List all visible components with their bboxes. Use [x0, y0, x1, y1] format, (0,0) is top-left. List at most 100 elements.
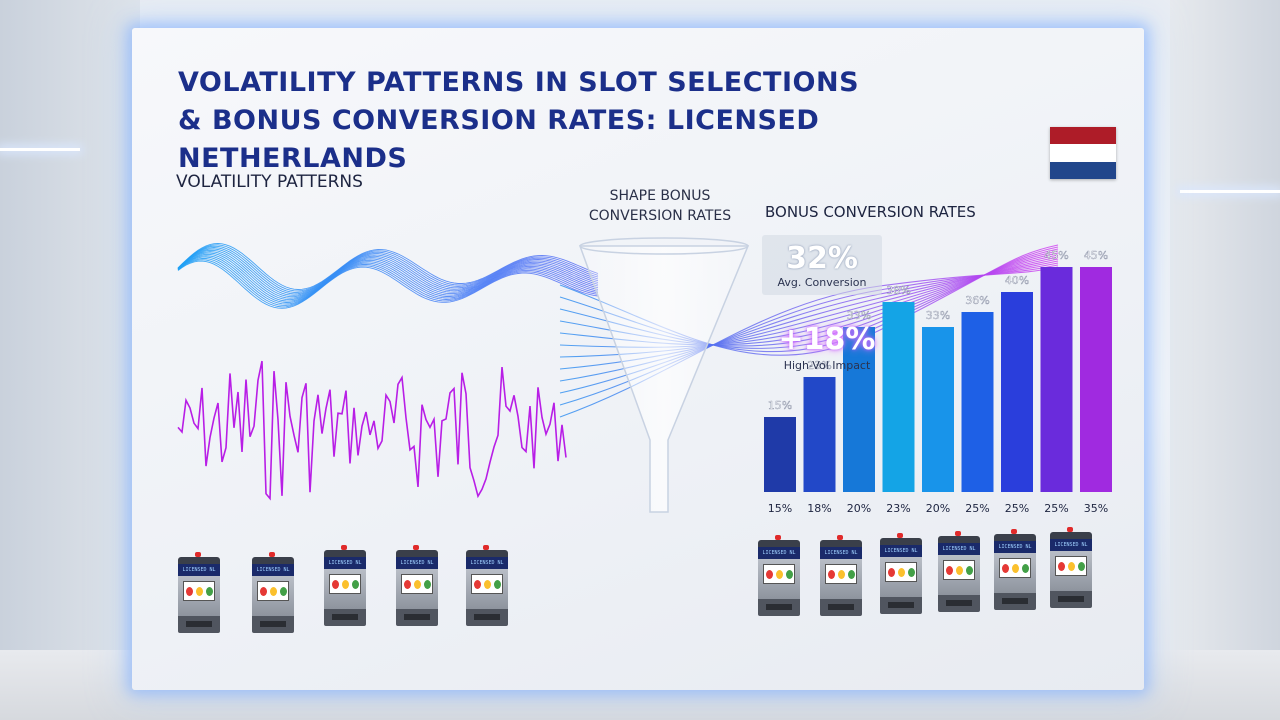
bar-category-label-0: 15%	[768, 502, 792, 515]
reel-symbol-icon	[775, 569, 783, 579]
reel-symbol-icon	[847, 569, 855, 579]
reel-symbol-icon	[279, 586, 287, 596]
reel-symbol-icon	[1057, 561, 1065, 571]
slot-machine-icon: LICENSED NL	[938, 531, 980, 612]
volatility-label: Volatility Patterns	[176, 172, 363, 192]
slot-machine-icon: LICENSED NL	[820, 535, 862, 616]
bar-category-label-6: 25%	[1005, 502, 1029, 515]
reel-symbol-icon	[473, 579, 481, 589]
reel-symbol-icon	[827, 569, 835, 579]
bar-category-label-3: 23%	[886, 502, 910, 515]
slot-machine-screen: LICENSED NL	[324, 557, 366, 569]
reel-symbol-icon	[493, 579, 501, 589]
slot-machine-screen: LICENSED NL	[178, 564, 220, 576]
reel-symbol-icon	[185, 586, 193, 596]
volatility-spike-line	[177, 360, 567, 501]
bar-value-label-6: 40%	[1005, 274, 1029, 287]
slot-machine-screen: LICENSED NL	[880, 545, 922, 557]
reel-symbol-icon	[965, 565, 973, 575]
slot-machine-icon: LICENSED NL	[880, 533, 922, 614]
funnel-label: Shape Bonus Conversion Rates	[580, 186, 740, 226]
bar-value-label-4: 33%	[926, 309, 950, 322]
bar-5	[961, 312, 994, 492]
reel-symbol-icon	[945, 565, 953, 575]
flag-stripe-red	[1050, 127, 1116, 145]
reel-symbol-icon	[1001, 563, 1009, 573]
bar-4	[922, 327, 954, 492]
room-right-wall	[1170, 0, 1280, 720]
reel-symbol-icon	[423, 579, 431, 589]
reel-symbol-icon	[331, 579, 339, 589]
bar-value-label-1: 23%	[807, 359, 831, 372]
bar-3	[882, 302, 915, 492]
bar-chart: 15% 15% 23% 18% 33% 20% 38% 23% 33% 20% 36% 25% 40% 2…	[764, 249, 1112, 515]
high-vol-impact-label: High-Vol Impact	[783, 359, 871, 372]
bar-value-label-2: 33%	[847, 309, 871, 322]
title-line-1: Volatility Patterns in Slot Selections	[178, 67, 860, 98]
reel-symbol-icon	[785, 569, 793, 579]
high-vol-impact-stat: +18% High-Vol Impact	[768, 322, 886, 382]
reel-symbol-icon	[1067, 561, 1075, 571]
wall-light-right	[1180, 190, 1280, 193]
bar-value-label-8: 45%	[1084, 249, 1108, 262]
slot-machine-icon: LICENSED NL	[396, 545, 438, 626]
reel-symbol-icon	[259, 586, 267, 596]
bar-category-label-4: 20%	[926, 502, 950, 515]
reel-symbol-icon	[1077, 561, 1085, 571]
reel-symbol-icon	[413, 579, 421, 589]
bonus-conversion-label: Bonus Conversion Rates	[765, 203, 976, 221]
netherlands-flag	[1050, 127, 1116, 179]
reel-symbol-icon	[351, 579, 359, 589]
flag-stripe-blue	[1050, 161, 1116, 179]
bar-value-label-0: 15%	[768, 399, 792, 412]
slot-machine-screen: LICENSED NL	[252, 564, 294, 576]
funnel-label-line-1: Shape Bonus	[609, 188, 711, 204]
reel-symbol-icon	[269, 586, 277, 596]
reel-symbol-icon	[403, 579, 411, 589]
slot-machine-screen: LICENSED NL	[938, 543, 980, 555]
bar-category-label-1: 18%	[807, 502, 831, 515]
bar-category-label-8: 35%	[1084, 502, 1108, 515]
bar-value-label-5: 36%	[965, 294, 989, 307]
reel-symbol-icon	[887, 567, 895, 577]
bar-8	[1080, 267, 1112, 492]
bar-1	[803, 377, 836, 492]
slot-machine-icon: LICENSED NL	[252, 552, 294, 633]
slot-machine-icon: LICENSED NL	[1050, 527, 1092, 608]
high-vol-impact-value: +18%	[778, 322, 876, 357]
slot-machine-icon: LICENSED NL	[178, 552, 220, 633]
flag-stripe-white	[1050, 144, 1116, 162]
bar-category-label-5: 25%	[965, 502, 989, 515]
slot-machine-screen: LICENSED NL	[758, 547, 800, 559]
avg-conversion-value: 32%	[786, 241, 858, 276]
slot-machine-icon: LICENSED NL	[324, 545, 366, 626]
title-line-2: & Bonus Conversion Rates: Licensed Nethe…	[178, 105, 820, 174]
slot-machine-icon: LICENSED NL	[994, 529, 1036, 610]
reel-symbol-icon	[483, 579, 491, 589]
bar-value-label-7: 45%	[1044, 249, 1068, 262]
bar-7	[1040, 267, 1073, 492]
avg-conversion-label: Avg. Conversion	[777, 276, 867, 289]
slot-machine-icon: LICENSED NL	[466, 545, 508, 626]
slot-machine-screen: LICENSED NL	[994, 541, 1036, 553]
slot-machine-screen: LICENSED NL	[396, 557, 438, 569]
bar-category-label-2: 20%	[847, 502, 871, 515]
reel-symbol-icon	[205, 586, 213, 596]
page-title: Volatility Patterns in Slot Selections &…	[178, 64, 1058, 178]
slot-machine-screen: LICENSED NL	[466, 557, 508, 569]
funnel-glass	[578, 237, 750, 513]
bar-0	[764, 417, 796, 492]
reel-symbol-icon	[1021, 563, 1029, 573]
bar-6	[1001, 292, 1033, 492]
bar-value-label-3: 38%	[886, 284, 910, 297]
room-left-wall	[0, 0, 140, 720]
avg-conversion-stat: 32% Avg. Conversion	[762, 235, 882, 295]
reel-symbol-icon	[955, 565, 963, 575]
funnel-label-line-2: Conversion Rates	[588, 208, 732, 224]
bar-2	[843, 327, 875, 492]
slot-machine-icon: LICENSED NL	[758, 535, 800, 616]
reel-symbol-icon	[1011, 563, 1019, 573]
reel-symbol-icon	[897, 567, 905, 577]
slot-machine-screen: LICENSED NL	[820, 547, 862, 559]
